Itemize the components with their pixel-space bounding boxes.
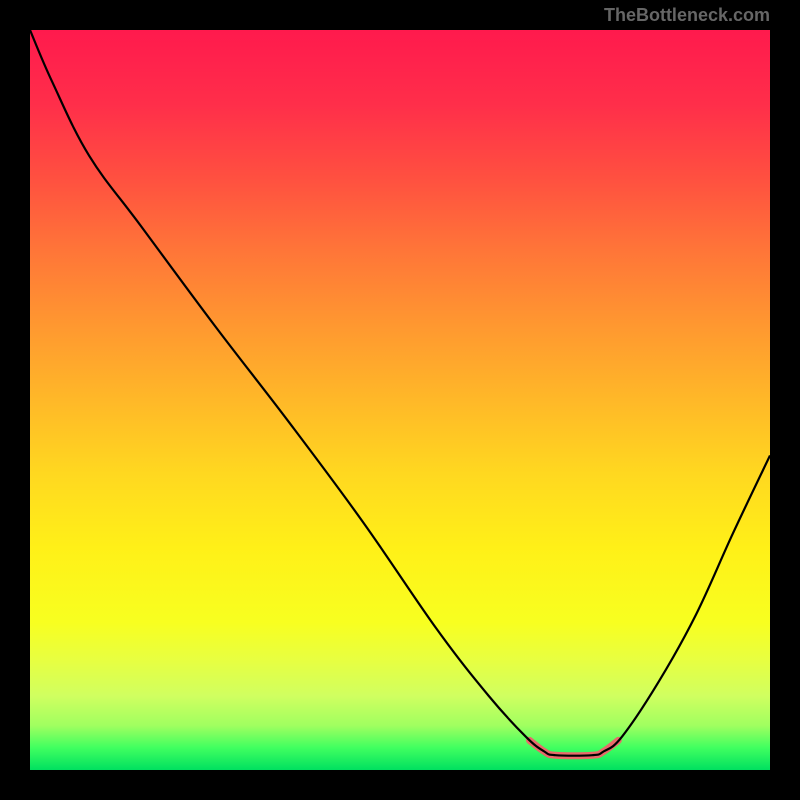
attribution-text: TheBottleneck.com bbox=[604, 5, 770, 26]
gradient-rect bbox=[30, 30, 770, 770]
bottleneck-chart bbox=[30, 30, 770, 770]
plot-svg bbox=[30, 30, 770, 770]
